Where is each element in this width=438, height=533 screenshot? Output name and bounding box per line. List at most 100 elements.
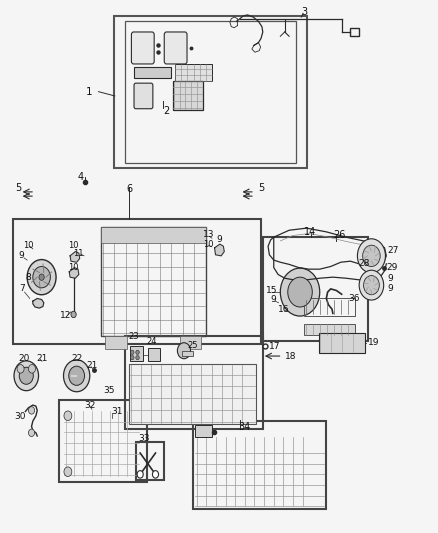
Bar — [304, 324, 355, 335]
Text: 34: 34 — [239, 423, 251, 432]
Text: 23: 23 — [128, 333, 139, 341]
Text: 10: 10 — [68, 241, 78, 249]
Text: 12: 12 — [60, 311, 72, 320]
Text: 9: 9 — [19, 252, 25, 260]
Text: 27: 27 — [387, 246, 399, 255]
Circle shape — [64, 360, 90, 392]
Text: 1: 1 — [85, 87, 92, 96]
Text: 36: 36 — [348, 294, 360, 303]
Text: 9: 9 — [387, 274, 393, 282]
Circle shape — [152, 471, 159, 478]
Bar — [134, 67, 171, 78]
Text: 22: 22 — [71, 354, 82, 362]
Polygon shape — [70, 252, 80, 262]
FancyBboxPatch shape — [134, 83, 153, 109]
Circle shape — [39, 274, 44, 280]
Text: 6: 6 — [126, 184, 132, 194]
Bar — [129, 364, 256, 424]
Bar — [130, 346, 143, 361]
Text: 8: 8 — [25, 273, 31, 281]
Bar — [263, 237, 368, 341]
Bar — [182, 351, 193, 356]
Text: 10: 10 — [68, 263, 78, 272]
Circle shape — [28, 365, 35, 373]
Circle shape — [33, 266, 50, 288]
Text: 30: 30 — [14, 413, 25, 421]
Text: 17: 17 — [269, 342, 280, 351]
Text: 9: 9 — [387, 285, 393, 293]
Polygon shape — [69, 268, 79, 278]
Circle shape — [136, 350, 139, 354]
Circle shape — [131, 350, 134, 354]
Circle shape — [363, 245, 380, 266]
Text: 21: 21 — [87, 361, 98, 369]
Circle shape — [280, 268, 320, 316]
Circle shape — [28, 429, 35, 437]
Circle shape — [19, 367, 33, 384]
Bar — [319, 333, 365, 353]
Circle shape — [17, 365, 24, 373]
Bar — [59, 400, 147, 482]
Text: 32: 32 — [84, 401, 95, 409]
Text: 10: 10 — [203, 240, 213, 248]
Bar — [180, 336, 201, 349]
Bar — [136, 442, 164, 480]
Circle shape — [136, 356, 139, 360]
Circle shape — [28, 407, 35, 414]
Circle shape — [364, 276, 379, 295]
Polygon shape — [33, 298, 44, 308]
Circle shape — [14, 361, 39, 391]
Text: 35: 35 — [103, 386, 114, 394]
Text: 9: 9 — [271, 295, 276, 304]
Bar — [193, 421, 326, 509]
Text: 29: 29 — [386, 263, 398, 272]
Text: 2: 2 — [163, 106, 169, 116]
Bar — [125, 21, 296, 163]
Text: 20: 20 — [18, 354, 30, 362]
Text: 21: 21 — [36, 354, 47, 362]
Bar — [101, 227, 206, 243]
Bar — [71, 375, 77, 377]
FancyBboxPatch shape — [131, 32, 154, 64]
Bar — [13, 219, 261, 344]
Circle shape — [71, 311, 76, 318]
Bar — [148, 348, 160, 361]
Text: 31: 31 — [112, 407, 123, 416]
Text: 9: 9 — [216, 236, 222, 244]
Text: 10: 10 — [23, 241, 33, 249]
Text: 11: 11 — [73, 249, 84, 257]
Text: 3: 3 — [301, 7, 307, 17]
Text: 7: 7 — [19, 285, 25, 293]
Bar — [114, 16, 307, 168]
Bar — [125, 336, 263, 429]
Text: 18: 18 — [285, 352, 296, 360]
Bar — [105, 336, 127, 349]
Text: 13: 13 — [203, 230, 214, 239]
Circle shape — [131, 356, 134, 360]
Bar — [304, 298, 355, 316]
Text: 5: 5 — [258, 183, 265, 192]
Text: 15: 15 — [266, 286, 278, 295]
Circle shape — [64, 411, 72, 421]
Circle shape — [359, 270, 384, 300]
Bar — [173, 81, 203, 110]
Text: 5: 5 — [15, 183, 21, 192]
Bar — [195, 425, 212, 437]
Bar — [350, 28, 359, 36]
Text: 25: 25 — [187, 341, 198, 350]
Circle shape — [137, 471, 143, 478]
FancyBboxPatch shape — [164, 32, 187, 64]
Circle shape — [357, 239, 385, 273]
Text: 26: 26 — [333, 230, 345, 239]
Text: 19: 19 — [368, 338, 379, 347]
Text: 16: 16 — [278, 305, 290, 313]
Circle shape — [69, 366, 85, 385]
Bar — [101, 227, 206, 336]
Text: 24: 24 — [147, 337, 157, 345]
Text: 28: 28 — [358, 260, 370, 268]
Polygon shape — [215, 244, 224, 256]
Text: 14: 14 — [304, 227, 317, 237]
Bar — [175, 64, 212, 81]
Text: 33: 33 — [138, 434, 149, 442]
Circle shape — [27, 260, 56, 295]
